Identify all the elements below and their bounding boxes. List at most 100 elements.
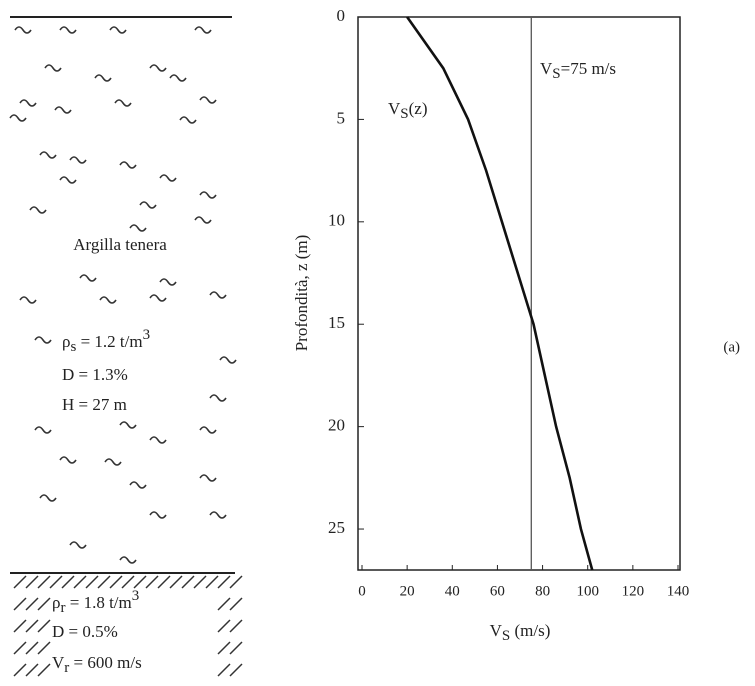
y-tick-label: 15 xyxy=(328,313,345,332)
reference-label: VS=75 m/s xyxy=(540,59,616,83)
rock-hatch xyxy=(229,575,243,589)
rock-hatch xyxy=(169,575,183,589)
subscript: r xyxy=(60,600,65,616)
symbol: ρ xyxy=(52,593,60,612)
subscript: r xyxy=(64,660,69,676)
layer-name: Argilla tenera xyxy=(73,235,167,254)
clay-symbol xyxy=(149,511,167,519)
rock-hatch xyxy=(85,575,99,589)
clay-damping: D = 1.3% xyxy=(62,365,128,384)
rock-hatch xyxy=(229,597,243,611)
rock-hatch xyxy=(133,575,147,589)
rock-hatch xyxy=(25,619,39,633)
x-tick-label: 40 xyxy=(445,583,460,599)
text: = 600 m/s xyxy=(69,653,141,672)
clay-symbol xyxy=(59,26,77,34)
clay-symbol xyxy=(119,161,137,169)
x-tick-label: 20 xyxy=(400,583,415,599)
text: = 1.8 t/m xyxy=(65,593,131,612)
clay-symbol xyxy=(99,296,117,304)
rock-hatch xyxy=(25,575,39,589)
x-tick-label: 0 xyxy=(358,583,366,599)
clay-symbol xyxy=(199,474,217,482)
rock-hatch xyxy=(13,619,27,633)
clay-symbol xyxy=(159,174,177,182)
clay-symbol xyxy=(109,26,127,34)
text: = 1.2 t/m xyxy=(76,332,142,351)
subscript: s xyxy=(70,339,76,355)
rock-hatch xyxy=(37,663,51,677)
y-tick-label: 0 xyxy=(337,6,346,25)
clay-symbol xyxy=(39,151,57,159)
subscript: S xyxy=(502,628,510,644)
rock-hatch xyxy=(109,575,123,589)
y-tick-label: 25 xyxy=(328,518,345,537)
clay-thickness: H = 27 m xyxy=(62,395,127,414)
clay-symbol xyxy=(9,114,27,122)
rock-hatch xyxy=(13,663,27,677)
y-tick-label: 10 xyxy=(328,211,345,230)
rock-hatch xyxy=(37,641,51,655)
rock-hatch xyxy=(13,575,27,589)
rock-hatch xyxy=(13,597,27,611)
y-axis-label: Profondità, z (m) xyxy=(292,235,311,352)
rock-hatch xyxy=(73,575,87,589)
rock-velocity: Vr = 600 m/s xyxy=(52,653,142,677)
superscript: 3 xyxy=(143,327,151,343)
clay-symbol xyxy=(199,96,217,104)
clay-symbol xyxy=(194,26,212,34)
rock-hatch xyxy=(37,597,51,611)
x-axis-label: VS (m/s) xyxy=(490,621,551,645)
rest: =75 m/s xyxy=(561,59,616,78)
clay-symbol xyxy=(34,336,52,344)
clay-symbol xyxy=(119,421,137,429)
clay-symbol xyxy=(194,216,212,224)
clay-symbol xyxy=(59,176,77,184)
rock-hatch xyxy=(145,575,159,589)
clay-symbol xyxy=(104,458,122,466)
y-tick-label: 20 xyxy=(328,416,345,435)
rock-hatch xyxy=(229,619,243,633)
symbol: V xyxy=(52,653,65,672)
clay-symbol xyxy=(39,494,57,502)
rock-hatch xyxy=(217,597,231,611)
clay-symbol xyxy=(14,26,32,34)
rock-hatch xyxy=(61,575,75,589)
rest: (z) xyxy=(409,99,428,118)
clay-symbol xyxy=(29,206,47,214)
clay-symbol xyxy=(209,291,227,299)
clay-symbol xyxy=(44,64,62,72)
x-tick-label: 80 xyxy=(535,583,550,599)
subscript: S xyxy=(400,106,408,122)
plot-frame xyxy=(357,16,681,571)
clay-symbol xyxy=(114,99,132,107)
rock-hatch xyxy=(25,597,39,611)
clay-symbol xyxy=(149,436,167,444)
rock-hatch xyxy=(229,663,243,677)
panel-label: (a) xyxy=(723,339,740,355)
rock-hatch xyxy=(97,575,111,589)
base: V xyxy=(388,99,401,118)
clay-symbol xyxy=(34,426,52,434)
rock-hatch xyxy=(181,575,195,589)
rock-hatch xyxy=(217,641,231,655)
clay-symbol xyxy=(69,541,87,549)
clay-symbol xyxy=(19,99,37,107)
clay-symbol xyxy=(199,191,217,199)
rock-hatch xyxy=(25,641,39,655)
rock-density: ρr = 1.8 t/m3 xyxy=(52,588,139,616)
clay-symbol xyxy=(139,201,157,209)
y-tick-label: 5 xyxy=(337,108,346,127)
vs-profile xyxy=(406,16,594,571)
rock-hatch xyxy=(217,575,231,589)
clay-symbol xyxy=(79,274,97,282)
clay-symbol xyxy=(159,278,177,286)
clay-symbol xyxy=(209,511,227,519)
clay-symbol xyxy=(54,106,72,114)
rock-damping: D = 0.5% xyxy=(52,622,118,641)
clay-symbol xyxy=(129,224,147,232)
rock-hatch xyxy=(157,575,171,589)
clay-symbol xyxy=(149,294,167,302)
rock-hatch xyxy=(13,641,27,655)
